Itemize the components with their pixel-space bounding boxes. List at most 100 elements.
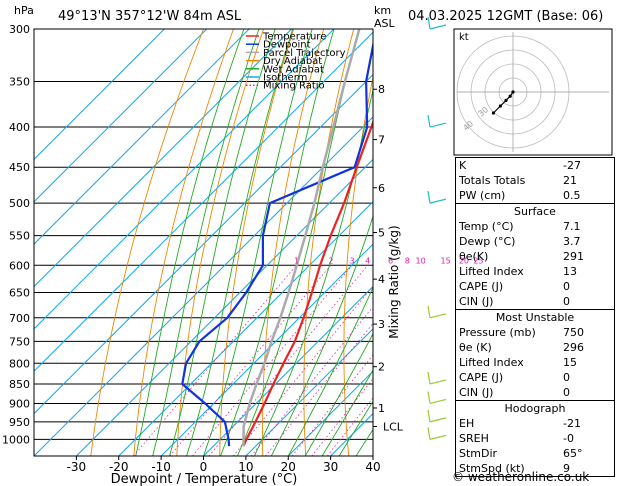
index-label: Totals Totals xyxy=(459,174,526,187)
hodo-row: StmDir 65° xyxy=(456,446,614,461)
surface-row: CAPE (J) 0 xyxy=(456,279,614,294)
legend-item-label: Parcel Trajectory xyxy=(263,48,346,59)
wet-adiabat-line xyxy=(321,369,373,456)
km-tick-label: 5 xyxy=(378,226,385,239)
isotherm-line xyxy=(245,328,373,456)
temperature-tick-label: -20 xyxy=(109,460,129,474)
wet-adiabat-line xyxy=(304,332,373,456)
isotherm-line xyxy=(34,29,335,330)
mixing-ratio-line xyxy=(326,397,373,456)
hodograph-trace-point xyxy=(504,98,508,102)
surface-row: Lifted Index 13 xyxy=(456,264,614,279)
dry-adiabat-line xyxy=(219,29,295,456)
mu-row: CAPE (J) 0 xyxy=(456,370,614,385)
asl-label: ASL xyxy=(374,17,396,30)
dry-adiabat-line xyxy=(90,29,204,456)
isotherm-line xyxy=(34,29,292,288)
surface-label: Dewp (°C) xyxy=(459,235,516,248)
most-unstable-title: Most Unstable xyxy=(495,311,575,324)
x-axis-label: Dewpoint / Temperature (°C) xyxy=(111,472,298,486)
hodograph-trace-point xyxy=(511,90,515,94)
mu-value: 296 xyxy=(563,341,584,354)
temperature-tick-label: 40 xyxy=(365,460,380,474)
hodo-value: 9 xyxy=(563,462,570,475)
hodo-label: EH xyxy=(459,417,475,430)
mixing-ratio-line xyxy=(133,265,297,456)
isotherm-line xyxy=(118,201,373,456)
hodo-label: SREH xyxy=(459,432,489,445)
hpa-label: hPa xyxy=(14,4,34,17)
wet-adiabat-line xyxy=(287,286,373,456)
surface-row: CIN (J) 0 xyxy=(456,294,614,309)
index-row-totals: Totals Totals 21 xyxy=(456,173,614,188)
wet-adiabat-line xyxy=(135,29,245,456)
mixing-ratio-line xyxy=(291,354,373,456)
pressure-tick-label: 750 xyxy=(9,335,30,348)
index-row-k: K -27 xyxy=(456,158,614,173)
mixing-ratio-label: 20 xyxy=(459,256,469,265)
mixing-ratio-label: 4 xyxy=(365,256,370,265)
mu-label: θe (K) xyxy=(459,341,492,354)
dry-adiabat-line xyxy=(420,29,444,456)
hodo-row: EH -21 xyxy=(456,416,614,431)
wind-barb-icon xyxy=(427,114,431,128)
pressure-tick-label: 400 xyxy=(9,121,30,134)
isotherm-line xyxy=(203,285,373,456)
wind-barb-icon xyxy=(429,398,447,405)
pressure-tick-label: 900 xyxy=(9,397,30,410)
dry-adiabat-line xyxy=(176,29,265,456)
wind-barb-icon xyxy=(427,16,431,30)
hodograph-title: Hodograph xyxy=(504,402,566,415)
km-tick-label: 7 xyxy=(378,134,385,147)
location-title: 49°13'N 357°12'W 84m ASL xyxy=(58,9,242,24)
surface-value: 7.1 xyxy=(563,220,581,233)
km-tick-label: 2 xyxy=(378,361,385,374)
pressure-tick-label: 800 xyxy=(9,357,30,370)
mu-row: CIN (J) 0 xyxy=(456,385,614,400)
surface-label: CIN (J) xyxy=(459,295,494,308)
pressure-tick-label: 850 xyxy=(9,378,30,391)
wind-barb-icon xyxy=(427,191,431,204)
dewpoint-series-line xyxy=(181,40,373,447)
legend-item-label: Dewpoint xyxy=(263,40,311,51)
temperature-tick-label: 20 xyxy=(281,460,296,474)
temperature-tick-label: 30 xyxy=(323,460,338,474)
pressure-tick-label: 550 xyxy=(9,230,30,243)
legend-item-label: Wet Adiabat xyxy=(263,64,324,75)
pressure-tick-label: 1000 xyxy=(2,433,30,446)
legend-item-label: Isotherm xyxy=(263,73,307,84)
pressure-tick-label: 950 xyxy=(9,416,30,429)
surface-label: CAPE (J) xyxy=(459,280,504,293)
indices-table: K -27 Totals Totals 21 PW (cm) 0.5 Surface … xyxy=(455,157,615,477)
hodograph-trace-point xyxy=(498,104,502,108)
km-tick-label: 3 xyxy=(378,318,385,331)
surface-label: Lifted Index xyxy=(459,265,524,278)
wind-barb-icon xyxy=(429,379,447,385)
km-tick-label: 4 xyxy=(378,273,385,286)
index-value: 0.5 xyxy=(563,189,581,202)
indices-section: K -27 Totals Totals 21 PW (cm) 0.5 xyxy=(456,158,614,203)
isotherm-line xyxy=(34,29,165,161)
parcel-trajectory-series-line xyxy=(242,29,361,447)
legend-item-label: Temperature xyxy=(262,32,326,43)
mixing-ratio-label: 25 xyxy=(473,256,483,265)
pressure-tick-label: 300 xyxy=(9,23,30,36)
wet-adiabat-line xyxy=(236,29,360,456)
wind-barb-icon xyxy=(427,305,431,318)
hodo-label: StmDir xyxy=(459,447,498,460)
mixing-ratio-line xyxy=(311,378,373,456)
temperature-tick-label: 10 xyxy=(238,460,253,474)
wind-barb-icon xyxy=(429,122,447,128)
surface-label: θe(K) xyxy=(459,250,489,263)
hodograph-trace-point xyxy=(491,111,495,115)
surface-row: Dewp (°C) 3.7 xyxy=(456,234,614,249)
hodo-row: StmSpd (kt) 9 xyxy=(456,461,614,476)
mu-value: 0 xyxy=(563,386,570,399)
wet-adiabat-line xyxy=(253,87,373,456)
mu-value: 0 xyxy=(563,371,570,384)
surface-value: 3.7 xyxy=(563,235,581,248)
most-unstable-section: Most Unstable Pressure (mb) 750 θe (K) 296… xyxy=(456,309,614,400)
km-tick-label: 1 xyxy=(378,402,385,415)
pressure-tick-label: 600 xyxy=(9,259,30,272)
